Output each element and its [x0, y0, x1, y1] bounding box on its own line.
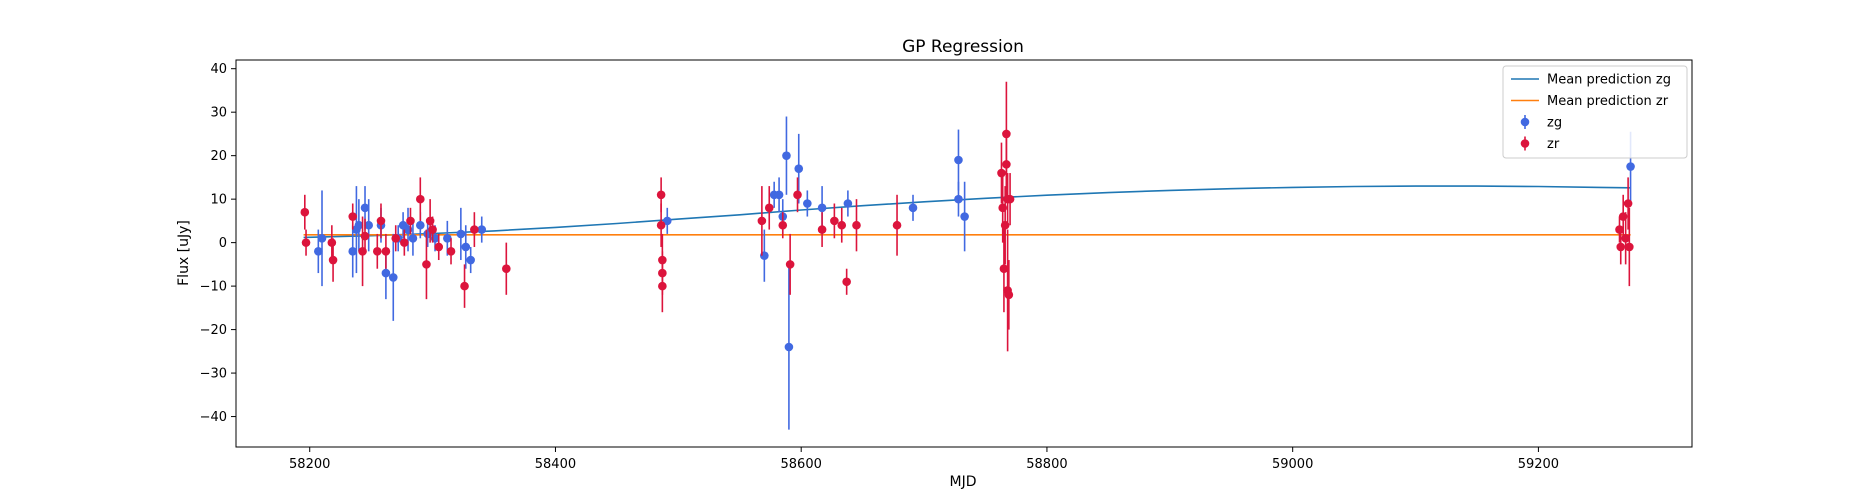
- data-point: [960, 212, 969, 221]
- legend-label: zr: [1547, 137, 1560, 152]
- data-point: [786, 260, 795, 269]
- data-point: [477, 225, 486, 234]
- y-tick-label: −20: [200, 323, 227, 338]
- y-axis: −40 −30 −20 −10 0 10 20 30 40: [200, 62, 236, 425]
- data-point: [893, 221, 902, 230]
- data-point: [409, 234, 418, 243]
- data-point: [782, 151, 791, 160]
- data-point: [830, 217, 839, 226]
- data-point: [382, 247, 391, 256]
- data-point: [416, 195, 425, 204]
- data-point: [301, 208, 310, 217]
- data-point: [373, 247, 382, 256]
- data-point: [447, 247, 456, 256]
- y-tick-label: −10: [200, 280, 227, 295]
- data-point: [361, 232, 370, 241]
- mean-prediction-line-zg: [304, 186, 1631, 237]
- data-point: [466, 256, 475, 265]
- data-point: [818, 204, 827, 213]
- data-point: [1006, 195, 1015, 204]
- data-point: [329, 256, 338, 265]
- data-point: [318, 234, 327, 243]
- y-tick-label: 40: [210, 62, 227, 77]
- x-tick-label: 58200: [289, 457, 330, 472]
- data-point: [909, 204, 918, 213]
- data-point: [778, 221, 787, 230]
- y-tick-label: 30: [210, 106, 227, 121]
- x-tick-label: 58800: [1026, 457, 1067, 472]
- data-point: [1625, 243, 1634, 252]
- chart-title: GP Regression: [902, 37, 1024, 57]
- data-point: [844, 199, 853, 208]
- data-point: [1616, 243, 1625, 252]
- x-tick-label: 58400: [535, 457, 576, 472]
- x-axis: 58200 58400 58600 58800 59000 59200: [289, 447, 1559, 472]
- data-point: [460, 282, 469, 291]
- data-point: [793, 190, 802, 199]
- data-point: [785, 343, 794, 352]
- data-point: [502, 264, 511, 273]
- data-point: [842, 277, 851, 286]
- data-point: [302, 238, 311, 247]
- data-point: [794, 164, 803, 173]
- data-point: [997, 169, 1006, 178]
- data-point: [765, 204, 774, 213]
- data-point: [391, 234, 400, 243]
- data-point: [328, 238, 337, 247]
- series-zg: [314, 117, 1635, 430]
- data-points: [301, 82, 1635, 430]
- x-axis-label: MJD: [950, 474, 977, 490]
- x-tick-label: 59000: [1272, 457, 1313, 472]
- data-point: [837, 221, 846, 230]
- data-point: [657, 221, 666, 230]
- legend-label: Mean prediction zr: [1547, 94, 1669, 109]
- data-point: [954, 195, 963, 204]
- data-point: [657, 190, 666, 199]
- data-point: [434, 243, 443, 252]
- data-point: [758, 217, 767, 226]
- mean-prediction-lines: [304, 186, 1631, 237]
- data-point: [470, 225, 479, 234]
- data-point: [775, 190, 784, 199]
- data-point: [416, 221, 425, 230]
- data-point: [658, 282, 667, 291]
- legend-label: Mean prediction zg: [1547, 73, 1671, 88]
- data-point: [382, 269, 391, 278]
- data-point: [422, 260, 431, 269]
- x-tick-label: 58600: [781, 457, 822, 472]
- y-tick-label: 10: [210, 193, 227, 208]
- data-point: [818, 225, 827, 234]
- data-point: [377, 217, 386, 226]
- x-tick-label: 59200: [1518, 457, 1559, 472]
- data-point: [954, 156, 963, 165]
- data-point: [1624, 199, 1633, 208]
- data-point: [1002, 160, 1011, 169]
- data-point: [852, 221, 861, 230]
- data-point: [457, 230, 466, 239]
- y-tick-label: −40: [200, 410, 227, 425]
- data-point: [389, 273, 398, 282]
- data-point: [1005, 291, 1014, 300]
- data-point: [1626, 162, 1635, 171]
- legend: Mean prediction zg Mean prediction zr zg zr: [1503, 66, 1687, 158]
- data-point: [803, 199, 812, 208]
- y-tick-label: 0: [219, 236, 227, 251]
- legend-label: zg: [1547, 116, 1562, 131]
- y-tick-label: 20: [210, 149, 227, 164]
- data-point: [348, 212, 357, 221]
- data-point: [406, 217, 415, 226]
- data-point: [400, 238, 409, 247]
- data-point: [461, 243, 470, 252]
- y-axis-label: Flux [uJy]: [176, 220, 192, 286]
- data-point: [428, 225, 437, 234]
- y-tick-label: −30: [200, 367, 227, 382]
